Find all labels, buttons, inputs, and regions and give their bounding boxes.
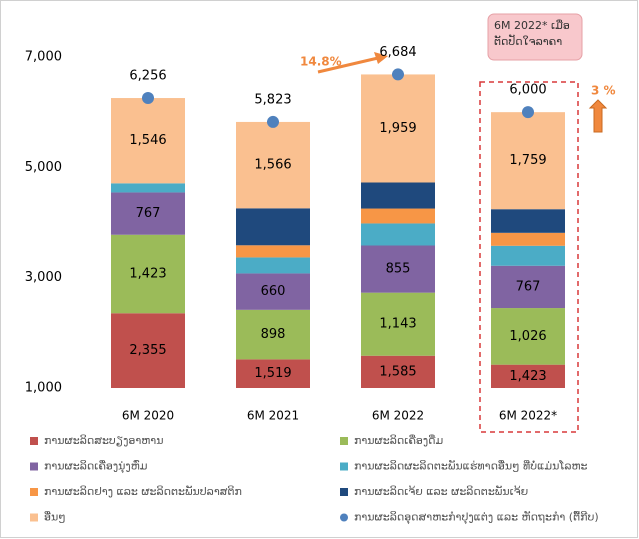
bar-segment — [361, 292, 435, 356]
legend-label: ການຜະລິດຜະລິດຕະພັນແຮ່ທາດອື່ນໆ ທີ່ບໍ່ແມ່ນ… — [354, 459, 588, 472]
legend-label: ການຜະລິດເຄື່ອງດື່ມ — [354, 434, 443, 447]
up-arrow — [588, 99, 608, 133]
bar-segment — [361, 182, 435, 209]
total-dot — [142, 92, 154, 105]
value-label: 660 — [261, 284, 286, 299]
bar-segment — [236, 208, 310, 246]
y-tick-label: 7,000 — [25, 50, 62, 65]
value-label: 1,546 — [129, 133, 166, 148]
legend-label: ການຜະລິດສະບຽງອາຫານ — [44, 434, 163, 447]
value-label: 2,355 — [129, 343, 166, 358]
bar-segment — [236, 257, 310, 274]
bar-segment — [361, 355, 435, 388]
value-label: 1,143 — [379, 317, 416, 332]
bar-segment — [361, 245, 435, 293]
legend-marker — [340, 488, 348, 496]
value-label: 767 — [136, 206, 161, 221]
bar-segment — [361, 74, 435, 183]
legend-label: ອື່ນໆ — [44, 510, 66, 523]
callout: 6M 2022* ເມື່ອຕັດປັດໃຈລາຄາ — [494, 19, 570, 48]
growth-arrow — [317, 56, 379, 74]
value-label: 1,585 — [379, 364, 416, 379]
bar-segment — [491, 245, 565, 266]
growth-label: 14.8% — [300, 55, 342, 69]
total-label: 6,000 — [509, 83, 546, 98]
legend-label: ການຜະລິດເຈ້ຍ ແລະ ຜະລິດຕະພັນເຈ້ຍ — [354, 485, 528, 498]
bar-segment — [236, 121, 310, 209]
x-tick-label: 6M 2022 — [372, 409, 424, 423]
bar-segment — [361, 223, 435, 246]
legend-label: ການຜະລິດຢາງ ແລະ ຜະລິດຕະພັນປລາສຕິກ — [44, 485, 242, 498]
growth-label: 3 % — [591, 84, 616, 98]
value-label: 1,759 — [509, 153, 546, 168]
callout-box — [487, 13, 583, 61]
value-label: 767 — [516, 279, 541, 294]
value-label: 1,566 — [254, 158, 291, 173]
y-tick-label: 1,000 — [25, 381, 62, 396]
value-label: 898 — [261, 327, 286, 342]
highlight-box — [479, 81, 579, 433]
total-dot — [267, 115, 279, 128]
legend-label: ການຜະລິດເຄື່ອງນຸ່ງຫົ່ມ — [44, 459, 147, 473]
bar-segment — [111, 313, 185, 388]
value-label: 1,423 — [129, 266, 166, 281]
legend-marker — [340, 462, 348, 471]
bar-segment — [491, 265, 565, 309]
legend-marker — [340, 513, 348, 522]
value-label: 1,959 — [379, 121, 416, 136]
value-label: 1,519 — [254, 366, 291, 381]
value-label: 1,423 — [509, 369, 546, 384]
legend-marker — [30, 462, 38, 471]
legend-marker — [30, 437, 38, 445]
legend-marker — [30, 488, 38, 496]
x-tick-label: 6M 2020 — [122, 409, 174, 423]
bar-segment — [236, 309, 310, 360]
bar-segment — [491, 308, 565, 365]
total-dot — [392, 68, 404, 81]
legend-marker — [340, 437, 348, 445]
bar-segment — [491, 232, 565, 246]
value-label: 855 — [386, 262, 411, 277]
total-label: 6,256 — [129, 69, 166, 84]
bar-segment — [236, 245, 310, 258]
value-label: 1,026 — [509, 329, 546, 344]
bar-segment — [236, 359, 310, 388]
legend-label: ການຜະລິດອຸດສາຫະກຳປຸງແຕ່ງ ແລະ ຫັດຖະກຳ (ຕື… — [354, 510, 599, 524]
bar-segment — [491, 209, 565, 233]
y-tick-label: 5,000 — [25, 160, 62, 175]
y-tick-label: 3,000 — [25, 270, 62, 285]
bar-segment — [111, 98, 185, 184]
bar-segment — [111, 234, 185, 314]
total-label: 5,823 — [254, 92, 291, 107]
total-label: 6,684 — [379, 45, 416, 60]
total-dot — [522, 106, 534, 119]
x-tick-label: 6M 2022* — [499, 409, 557, 423]
arrow-head — [374, 52, 388, 64]
bar-segment — [491, 112, 565, 210]
bar-segment — [236, 273, 310, 310]
bar-segment — [491, 364, 565, 388]
bar-segment — [111, 192, 185, 235]
x-tick-label: 6M 2021 — [247, 409, 299, 423]
legend-marker — [30, 513, 38, 522]
callout-text: 6M 2022* ເມື່ອຕັດປັດໃຈລາຄາ — [494, 19, 570, 48]
bar-segment — [361, 208, 435, 224]
bar-segment — [111, 183, 185, 193]
